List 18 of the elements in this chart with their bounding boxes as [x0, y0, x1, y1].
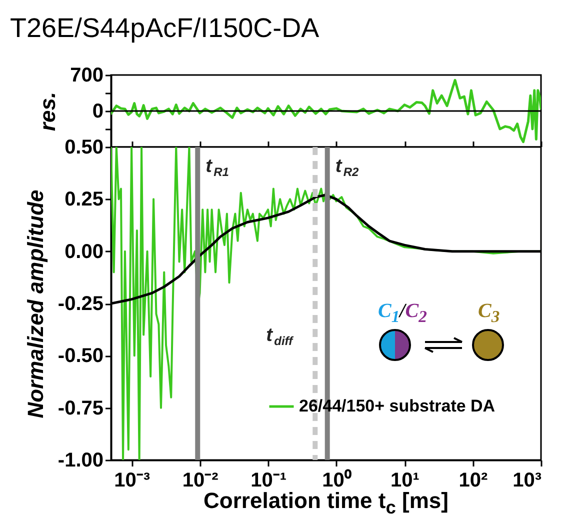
y-tick-label: -0.50: [58, 345, 104, 368]
y-tick-label: 0.50: [64, 136, 104, 158]
chart-title: T26E/S44pAcF/I150C-DA: [10, 13, 320, 43]
annotation: C$_{1}$/C$_{2}$: [378, 300, 427, 326]
y-tick-label: -0.75: [58, 397, 104, 420]
y-tick-label: -1.00: [58, 450, 104, 472]
y-tick-label: 700: [70, 64, 104, 86]
y-axis-title: res.: [35, 92, 60, 132]
y-tick-label: 0: [92, 100, 104, 122]
y-tick-label: -0.25: [58, 293, 104, 315]
x-tick-label: 10³: [512, 470, 542, 492]
y-axis-title: Normalized amplitude: [22, 190, 48, 418]
x-tick-label: 10⁻³: [114, 470, 150, 492]
y-tick-label: 0.00: [64, 240, 104, 263]
legend-label: 26/44/150+ substrate DA: [299, 396, 496, 416]
y-tick-label: 0.25: [64, 188, 104, 211]
annotation: C$_{3}$: [478, 300, 500, 327]
x-tick-label: 10²: [458, 470, 488, 492]
